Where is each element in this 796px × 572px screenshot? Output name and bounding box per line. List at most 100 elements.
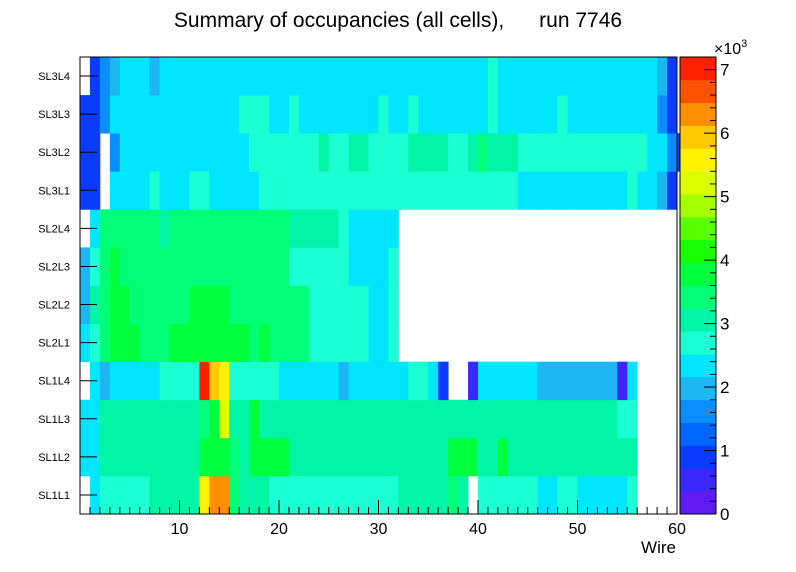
heatmap-cell — [597, 361, 608, 401]
heatmap-cell — [478, 399, 489, 439]
heatmap-cell — [328, 399, 340, 439]
heatmap-cell — [497, 399, 509, 439]
heatmap-cell — [99, 361, 111, 401]
heatmap-cell — [189, 475, 200, 515]
heatmap-cell — [368, 133, 379, 172]
heatmap-cell — [577, 171, 588, 210]
heatmap-cell — [259, 171, 270, 210]
heatmap-cell — [368, 285, 379, 324]
y-tick-label: SL1L3 — [38, 414, 70, 426]
heatmap-cell — [298, 171, 310, 210]
heatmap-cell — [279, 57, 290, 96]
heatmap-cell — [527, 437, 539, 477]
heatmap-cell — [219, 323, 230, 363]
heatmap-cell — [249, 285, 260, 324]
heatmap-cell — [279, 171, 290, 210]
heatmap-cell — [338, 57, 350, 96]
heatmap-cell — [179, 171, 190, 210]
heatmap-cell — [517, 133, 529, 172]
heatmap-cell — [557, 95, 568, 134]
heatmap-cell — [239, 57, 250, 96]
heatmap-cell — [129, 171, 141, 210]
heatmap-cell — [348, 323, 359, 363]
heatmap-cell — [159, 437, 170, 477]
heatmap-cell — [109, 475, 121, 515]
heatmap-cell — [328, 475, 340, 515]
heatmap-cell — [239, 361, 250, 401]
palette-tick-label: 5 — [720, 188, 729, 207]
heatmap-cell — [338, 247, 350, 286]
heatmap-cell — [298, 399, 310, 439]
heatmap-cell — [468, 95, 479, 134]
heatmap-cell — [249, 399, 260, 439]
heatmap-cell — [99, 399, 111, 439]
heatmap-cell — [199, 437, 210, 477]
palette-swatch — [680, 171, 716, 195]
heatmap-cell — [577, 399, 588, 439]
heatmap-cell — [398, 399, 409, 439]
heatmap-cell — [298, 323, 310, 363]
heatmap-cell — [288, 323, 300, 363]
y-tick-label: SL2L3 — [38, 261, 70, 273]
heatmap-cell — [239, 133, 250, 172]
heatmap-cell — [497, 361, 509, 401]
heatmap-cell — [229, 171, 240, 210]
heatmap-cell — [527, 57, 539, 96]
heatmap-cell — [418, 95, 429, 134]
heatmap-cell — [318, 57, 330, 96]
heatmap-cell — [279, 209, 290, 248]
heatmap-cell — [388, 323, 399, 363]
heatmap-cell — [179, 361, 190, 401]
heatmap-cell — [388, 437, 399, 477]
y-tick-label: SL1L2 — [38, 452, 70, 464]
heatmap-cell — [557, 361, 568, 401]
heatmap-cell — [249, 95, 260, 134]
heatmap-cell — [139, 133, 151, 172]
heatmap-cell — [607, 95, 618, 134]
heatmap-cell — [159, 57, 170, 96]
heatmap-cell — [617, 475, 628, 515]
heatmap-cell — [348, 133, 359, 172]
heatmap-cell — [438, 133, 449, 172]
heatmap-cell — [219, 133, 230, 172]
heatmap-cell — [119, 323, 131, 363]
heatmap-cell — [398, 57, 409, 96]
heatmap-cell — [617, 437, 628, 477]
heatmap-cell — [478, 361, 489, 401]
heatmap-cell — [328, 247, 340, 286]
heatmap-cell — [229, 437, 240, 477]
heatmap-cell — [308, 57, 320, 96]
heatmap-cell — [298, 285, 310, 324]
heatmap-cell — [378, 323, 389, 363]
heatmap-cell — [129, 475, 141, 515]
heatmap-cell — [627, 133, 638, 172]
heatmap-cell — [587, 57, 598, 96]
heatmap-cell — [358, 285, 369, 324]
heatmap-cell — [298, 57, 310, 96]
heatmap-cell — [547, 437, 558, 477]
heatmap-cell — [487, 399, 499, 439]
palette-tick-label: 4 — [720, 251, 729, 270]
heatmap-cell — [438, 361, 449, 401]
heatmap-cell — [448, 399, 459, 439]
heatmap-cell — [378, 361, 389, 401]
heatmap-cell — [358, 133, 369, 172]
heatmap-cell — [199, 247, 210, 286]
heatmap-cell — [328, 285, 340, 324]
heatmap-cell — [169, 437, 180, 477]
heatmap-cell — [517, 399, 529, 439]
palette-tick-label: 0 — [720, 505, 729, 524]
heatmap-cell — [189, 171, 200, 210]
heatmap-cell — [587, 475, 598, 515]
heatmap-cell — [219, 171, 230, 210]
heatmap-cell — [199, 57, 210, 96]
heatmap-cell — [99, 95, 111, 134]
heatmap-cell — [378, 57, 389, 96]
heatmap-cell — [269, 399, 280, 439]
heatmap-cell — [179, 247, 190, 286]
heatmap-cell — [259, 475, 270, 515]
heatmap-cell — [338, 285, 350, 324]
heatmap-cell — [119, 133, 131, 172]
heatmap-cell — [239, 285, 250, 324]
heatmap-cell — [368, 475, 379, 515]
